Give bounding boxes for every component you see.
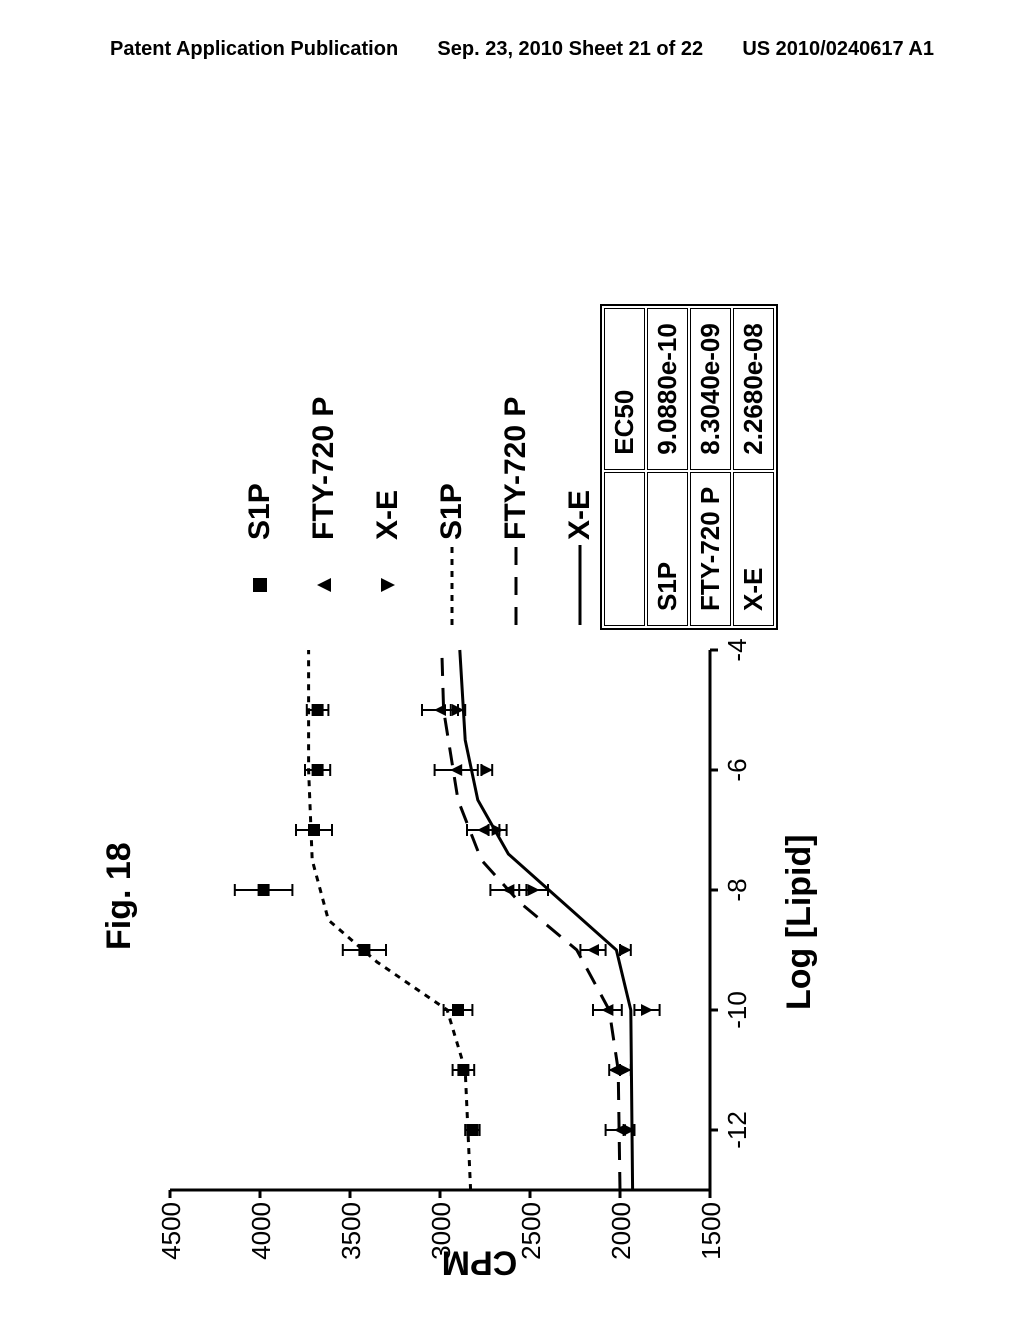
y-tick-label: 2000 [606,1202,637,1262]
y-tick-label: 3500 [336,1202,367,1262]
legend-label: FTY-720 P [307,397,341,540]
legend-row-line: X-E [560,397,600,630]
legend-label: X-E [563,490,597,540]
table-cell: FTY-720 P [690,472,731,626]
legend-row-marker: S1P [240,397,280,630]
x-tick-label: -6 [722,745,753,795]
header-right: US 2010/0240617 A1 [742,38,934,61]
table-header-cell: EC50 [604,308,645,470]
x-tick-label: -4 [722,625,753,675]
legend-marker-icon [309,540,339,630]
legend-marker-icon [373,540,403,630]
legend-label: X-E [371,490,405,540]
table-cell: 8.3040e-09 [690,308,731,470]
header-center: Sep. 23, 2010 Sheet 21 of 22 [437,38,703,61]
figure-title: Fig. 18 [100,842,139,950]
legend-row-marker: FTY-720 P [304,397,344,630]
x-tick-label: -10 [722,985,753,1035]
x-axis-label: Log [Lipid] [780,834,819,1010]
legend-label: S1P [435,483,469,540]
table-row: FTY-720 P8.3040e-09 [690,308,731,626]
table-row: S1P9.0880e-10 [647,308,688,626]
table-cell: 2.2680e-08 [733,308,774,470]
chart-plot [160,630,780,1250]
legend-row-line: S1P [432,397,472,630]
header-left: Patent Application Publication [110,38,398,61]
legend-line-icon [570,540,590,630]
legend-marker-icon [245,540,275,630]
y-tick-label: 2500 [516,1202,547,1262]
table-row: X-E2.2680e-08 [733,308,774,626]
table-cell: X-E [733,472,774,626]
table-header-row: EC50 [604,308,645,626]
legend-line-icon [506,540,526,630]
y-tick-label: 1500 [696,1202,727,1262]
y-tick-label: 3000 [426,1202,457,1262]
table-cell: 9.0880e-10 [647,308,688,470]
legend-row-marker: X-E [368,397,408,630]
legend: S1P FTY-720 P X-E S1P FTY-720 P X-E [240,397,624,630]
figure-container: Fig. 18 CPM Log [Lipid] 1500200025003000… [100,170,900,1270]
table-cell: S1P [647,472,688,626]
legend-label: S1P [243,483,277,540]
legend-row-line: FTY-720 P [496,397,536,630]
page-header: Patent Application Publication Sep. 23, … [0,38,1024,61]
ec50-table: EC50S1P9.0880e-10FTY-720 P8.3040e-09X-E2… [600,304,778,630]
x-tick-label: -8 [722,865,753,915]
legend-line-icon [442,540,462,630]
y-tick-label: 4000 [246,1202,277,1262]
x-tick-label: -12 [722,1105,753,1155]
table-header-cell [604,472,645,626]
y-tick-label: 4500 [156,1202,187,1262]
legend-label: FTY-720 P [499,397,533,540]
